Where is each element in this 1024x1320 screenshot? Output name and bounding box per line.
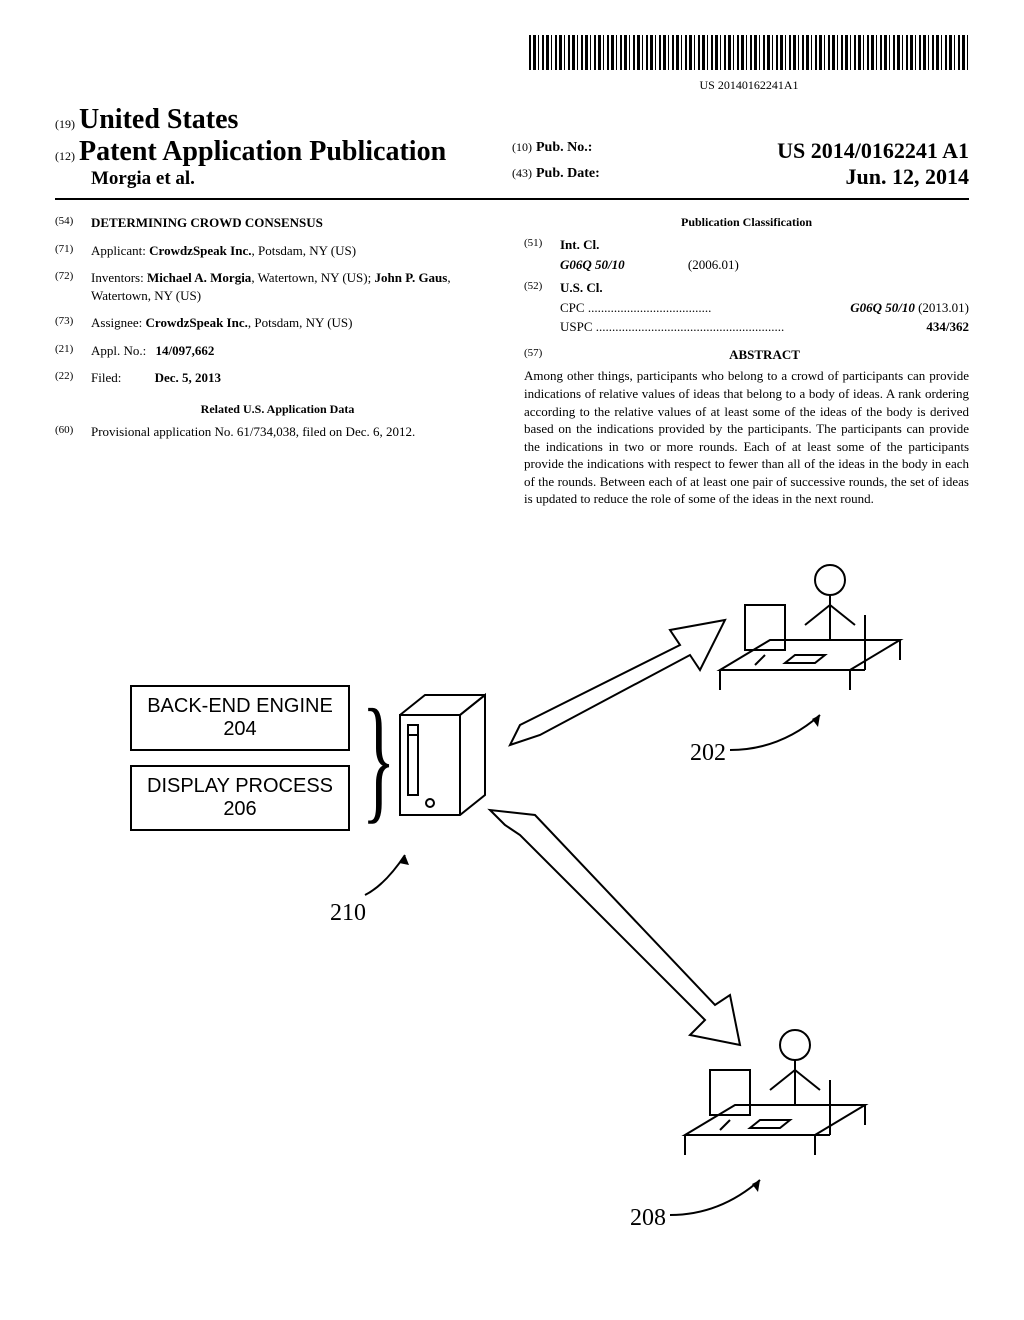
cpc-label: CPC — [560, 300, 585, 315]
code-12: (12) — [55, 149, 75, 163]
applicant: CrowdzSpeak Inc. — [149, 243, 251, 258]
filed: Dec. 5, 2013 — [155, 370, 221, 385]
uspc-val: 434/362 — [926, 318, 969, 336]
inventor-1-loc: , Watertown, NY (US); — [251, 270, 374, 285]
pubdate: Jun. 12, 2014 — [846, 164, 969, 190]
classification-heading: Publication Classification — [524, 214, 969, 230]
assignee: CrowdzSpeak Inc. — [146, 315, 248, 330]
code-19: (19) — [55, 117, 75, 131]
code-73: (73) — [55, 314, 91, 332]
figure: BACK-END ENGINE 204 DISPLAY PROCESS 206 … — [130, 625, 890, 1255]
ref-arrow-208 — [660, 1170, 780, 1230]
backend-engine-box: BACK-END ENGINE 204 — [130, 685, 350, 751]
ref-202: 202 — [690, 740, 726, 767]
inventor-1: Michael A. Morgia — [147, 270, 251, 285]
ref-210: 210 — [330, 900, 366, 927]
uspc-label: USPC — [560, 319, 593, 334]
display-process-label: DISPLAY PROCESS — [144, 775, 336, 798]
backend-engine-num: 204 — [144, 718, 336, 741]
authors: Morgia et al. — [91, 168, 512, 190]
code-57: (57) — [524, 346, 560, 364]
left-column: (54) DETERMINING CROWD CONSENSUS (71) Ap… — [55, 214, 500, 508]
code-21: (21) — [55, 342, 91, 360]
abstract: Among other things, participants who bel… — [524, 367, 969, 507]
applno-label: Appl. No.: — [91, 343, 146, 358]
display-process-box: DISPLAY PROCESS 206 — [130, 765, 350, 831]
code-43: (43) — [512, 166, 532, 180]
applno: 14/097,662 — [156, 343, 215, 358]
uscl-label: U.S. Cl. — [560, 279, 969, 297]
right-column: Publication Classification (51) Int. Cl.… — [524, 214, 969, 508]
filed-label: Filed: — [91, 370, 121, 385]
assignee-loc: , Potsdam, NY (US) — [248, 315, 353, 330]
ref-arrow-202 — [720, 705, 840, 765]
code-72: (72) — [55, 269, 91, 304]
pubdate-label: Pub. Date: — [536, 166, 600, 181]
applicant-loc: , Potsdam, NY (US) — [251, 243, 356, 258]
ref-208: 208 — [630, 1205, 666, 1232]
body-columns: (54) DETERMINING CROWD CONSENSUS (71) Ap… — [55, 214, 969, 508]
pubno: US 2014/0162241 A1 — [777, 138, 969, 164]
display-process-num: 206 — [144, 798, 336, 821]
abstract-label: ABSTRACT — [560, 346, 969, 364]
header: (19) United States (12) Patent Applicati… — [55, 104, 969, 190]
title: DETERMINING CROWD CONSENSUS — [91, 214, 500, 232]
workstation-top-icon — [710, 555, 910, 715]
provisional: Provisional application No. 61/734,038, … — [91, 423, 500, 441]
ref-arrow-210 — [355, 845, 435, 905]
divider — [55, 198, 969, 200]
barcode-text: US 20140162241A1 — [529, 78, 969, 93]
pubno-label: Pub. No.: — [536, 140, 592, 155]
intcl-year: (2006.01) — [688, 257, 739, 272]
inventor-2: John P. Gaus — [374, 270, 447, 285]
code-10: (10) — [512, 140, 532, 154]
code-60: (60) — [55, 423, 91, 441]
code-22: (22) — [55, 369, 91, 387]
code-52: (52) — [524, 279, 560, 297]
barcode-area: US 20140162241A1 — [55, 35, 969, 94]
cpc-year: (2013.01) — [915, 300, 969, 315]
intcl-code: G06Q 50/10 — [560, 257, 625, 272]
backend-engine-label: BACK-END ENGINE — [144, 695, 336, 718]
publication-type: Patent Application Publication — [79, 136, 446, 167]
code-71: (71) — [55, 242, 91, 260]
code-54: (54) — [55, 214, 91, 232]
applicant-label: Applicant: — [91, 243, 146, 258]
workstation-bottom-icon — [675, 1020, 875, 1180]
intcl-label: Int. Cl. — [560, 236, 969, 254]
barcode — [529, 35, 969, 70]
code-51: (51) — [524, 236, 560, 254]
country: United States — [79, 104, 238, 135]
related-heading: Related U.S. Application Data — [55, 401, 500, 417]
inventors-label: Inventors: — [91, 270, 144, 285]
assignee-label: Assignee: — [91, 315, 142, 330]
cpc-val: G06Q 50/10 — [850, 300, 915, 315]
